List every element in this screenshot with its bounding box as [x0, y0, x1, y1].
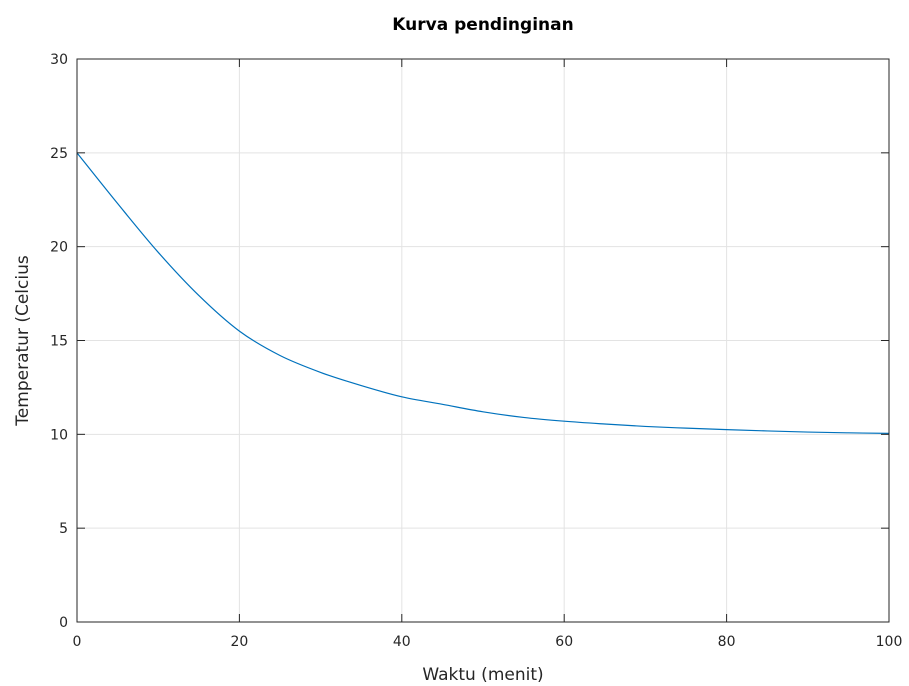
- chart-title: Kurva pendinginan: [392, 15, 573, 35]
- y-tick-label: 0: [59, 615, 68, 631]
- x-tick-label: 100: [876, 634, 903, 650]
- y-tick-label: 25: [50, 146, 68, 162]
- x-tick-label: 0: [73, 634, 82, 650]
- x-tick-label: 80: [718, 634, 736, 650]
- y-tick-label: 10: [50, 427, 68, 443]
- x-tick-labels: 0 20 40 60 80 100: [73, 634, 903, 650]
- y-tick-label: 15: [50, 334, 68, 350]
- y-tick-label: 5: [59, 521, 68, 537]
- y-tick-label: 20: [50, 240, 68, 256]
- y-tick-labels: 0 5 10 15 20 25 30: [50, 52, 68, 631]
- x-tick-label: 60: [555, 634, 573, 650]
- series-line-0: [76, 152, 890, 434]
- y-tick-label: 30: [50, 52, 68, 68]
- series-layer: [76, 152, 890, 434]
- x-tick-label: 20: [230, 634, 248, 650]
- x-tick-label: 40: [393, 634, 411, 650]
- y-axis-label: Temperatur (Celcius: [13, 255, 33, 427]
- x-axis-label: Waktu (menit): [422, 665, 543, 685]
- axis-ticks: [76, 58, 890, 623]
